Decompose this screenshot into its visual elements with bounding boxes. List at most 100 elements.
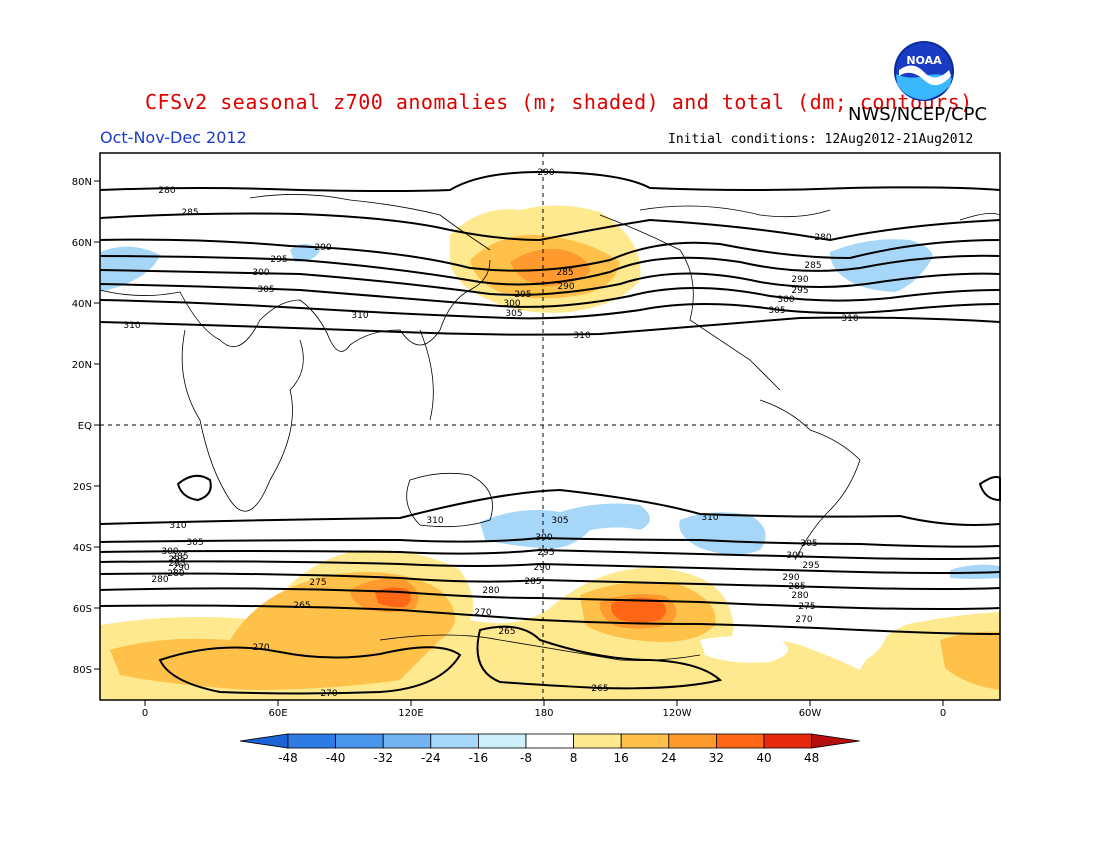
map-frame	[99, 152, 1001, 701]
colorbar-swatch	[525, 733, 574, 749]
colorbar-swatch	[668, 733, 717, 749]
contour-label: 305	[257, 285, 274, 295]
lat-label-80n: 80N	[72, 177, 92, 188]
lat-label-eq: EQ	[78, 421, 92, 432]
colorbar-tick-label: 40	[756, 751, 771, 765]
colorbar: -48 -40 -32 -24 -16 -8 8 16 24 32 40 48	[239, 733, 860, 765]
coastlines	[99, 194, 1001, 661]
contour-label: 270	[252, 643, 269, 653]
anomaly-shading	[100, 205, 1000, 700]
contour-label: 300	[161, 547, 178, 557]
colorbar-swatch	[287, 733, 336, 749]
colorbar-swatch	[430, 733, 479, 749]
colorbar-tick-label: 24	[661, 751, 676, 765]
contour-label: 290	[314, 243, 331, 253]
lon-label-0: 0	[142, 708, 148, 719]
contour-label: 270	[320, 689, 337, 699]
contour-label: 300	[777, 295, 794, 305]
contour-label: 310	[701, 513, 718, 523]
contour-label: 285	[181, 208, 198, 218]
lat-label-20s: 20S	[73, 482, 92, 493]
noaa-logo: NOAA	[894, 41, 954, 101]
contour-label: 295	[791, 286, 808, 296]
contour-label: 285	[804, 261, 821, 271]
colorbar-tick-label: -48	[278, 751, 298, 765]
colorbar-tick-label: 48	[804, 751, 819, 765]
colorbar-tick-label: -24	[421, 751, 441, 765]
contour-label: 285	[171, 552, 188, 562]
contour-label: 270	[795, 615, 812, 625]
colorbar-tick-label: 32	[709, 751, 724, 765]
contour-label: 310	[426, 516, 443, 526]
contour-label: 310	[573, 331, 590, 341]
contour-label: 290	[537, 168, 554, 178]
contour-label: 290	[172, 563, 189, 573]
colorbar-tick-label: 8	[570, 751, 578, 765]
contour-label: 300	[503, 299, 520, 309]
contour-label: 290	[791, 275, 808, 285]
colorbar-tick-label: -32	[373, 751, 393, 765]
colorbar-swatch	[477, 733, 527, 749]
season-label: Oct-Nov-Dec 2012	[100, 128, 247, 147]
contour-label: 295	[168, 559, 185, 569]
colorbar-swatch	[573, 733, 622, 749]
contour-label: 310	[169, 521, 186, 531]
lon-label-180: 180	[534, 708, 553, 719]
colorbar-arrow-max	[811, 733, 860, 749]
contour-label: 300	[535, 533, 552, 543]
colorbar-swatch	[335, 733, 384, 749]
contour-label: 280	[814, 233, 831, 243]
colorbar-swatch	[620, 733, 670, 749]
lat-label-40s: 40S	[73, 543, 92, 554]
contour-label: 280	[151, 575, 168, 585]
lon-label-60w: 60W	[799, 708, 822, 719]
contour-label: 305	[551, 516, 568, 526]
longitude-axis: 0 60E 120E 180 120W 60W 0	[142, 700, 946, 719]
lat-label-60n: 60N	[72, 238, 92, 249]
colorbar-tick-label: -8	[520, 751, 532, 765]
contour-label: 280	[167, 569, 184, 579]
contour-label: 295	[537, 548, 554, 558]
contour-label: 280	[482, 586, 499, 596]
colorbar-tick-label: -40	[326, 751, 346, 765]
contour-label: 265	[498, 627, 515, 637]
colorbar-arrow-min	[239, 733, 289, 749]
lat-label-20n: 20N	[72, 360, 92, 371]
contour-label: 295	[802, 561, 819, 571]
lat-label-40n: 40N	[72, 299, 92, 310]
colorbar-swatch	[716, 733, 765, 749]
lon-label-120e: 120E	[398, 708, 423, 719]
colorbar-swatch	[763, 733, 812, 749]
latitude-axis: 80N 60N 40N 20N EQ 20S 40S 60S 80S	[72, 177, 100, 676]
contour-label: 275	[309, 578, 326, 588]
lon-label-0-east: 0	[940, 708, 946, 719]
lat-label-60s: 60S	[73, 604, 92, 615]
contour-label: 305	[505, 309, 522, 319]
contour-label: 290	[557, 282, 574, 292]
noaa-logo-text: NOAA	[906, 54, 942, 67]
colorbar-tick-label: -16	[469, 751, 489, 765]
contour-label: 310	[123, 321, 140, 331]
contour-label: 310	[351, 311, 368, 321]
contour-label: 275	[798, 602, 815, 612]
contour-label: 305	[768, 306, 785, 316]
contour-label: 280	[158, 186, 175, 196]
contour-label: 265	[293, 601, 310, 611]
contour-label: 310	[841, 314, 858, 324]
lat-label-80s: 80S	[73, 665, 92, 676]
lon-label-60e: 60E	[268, 708, 287, 719]
contour-label: 300	[252, 268, 269, 278]
contour-label: 290	[782, 573, 799, 583]
contour-label: 295	[514, 290, 531, 300]
chart-title: CFSv2 seasonal z700 anomalies (m; shaded…	[145, 90, 973, 114]
contour-labels: 290 280 285 290 295 300 305 310 285 290 …	[123, 168, 858, 699]
contour-label: 295	[270, 255, 287, 265]
contour-label: 285	[556, 268, 573, 278]
lon-label-120w: 120W	[663, 708, 692, 719]
height-contours	[99, 170, 1001, 695]
contour-label: 305	[186, 538, 203, 548]
contour-label: 265	[591, 684, 608, 694]
contour-label: 295	[168, 555, 185, 565]
colorbar-swatch	[382, 733, 432, 749]
